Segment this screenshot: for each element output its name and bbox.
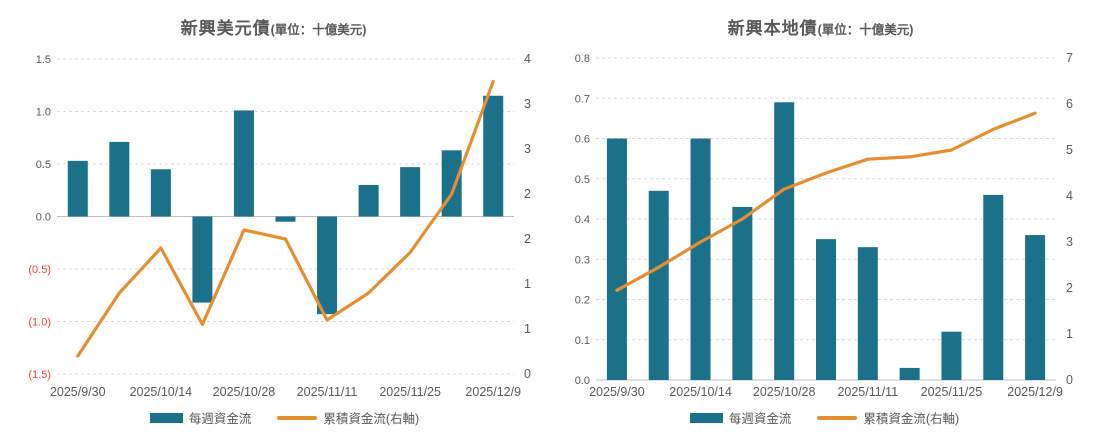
weekly-flow-bar xyxy=(941,331,962,380)
chart-title-unit: (單位：十億美元) xyxy=(270,23,367,37)
chart-title-unit: (單位：十億美元) xyxy=(817,23,914,37)
right-axis-tick-label: 4 xyxy=(1066,189,1073,203)
chart-title-text: 新興美元債 xyxy=(180,19,271,38)
weekly-flow-bar xyxy=(732,206,753,380)
left-axis-tick-label: 0.7 xyxy=(575,93,590,105)
left-axis-tick-label: 0.1 xyxy=(575,335,590,347)
right-axis-tick-label: 1 xyxy=(1066,327,1073,341)
x-axis-tick-label: 2025/11/11 xyxy=(297,385,358,399)
left-axis-tick-label: 1.5 xyxy=(36,54,51,66)
legend-label: 累積資金流(右軸) xyxy=(863,412,960,426)
line-series-swatch-icon xyxy=(277,415,318,420)
legend-item-weekly-flow: 每週資金流 xyxy=(149,408,252,427)
weekly-flow-bar xyxy=(899,367,920,380)
x-axis-tick-label: 2025/10/28 xyxy=(213,385,276,399)
weekly-flow-bar xyxy=(109,141,130,217)
legend-item-cumulative-flow: 累積資金流(右軸) xyxy=(817,408,959,427)
weekly-flow-bar xyxy=(400,167,421,217)
left-axis-tick-label: 0.6 xyxy=(575,134,590,146)
right-axis-tick-label: 1 xyxy=(524,277,531,291)
local-emerging-bond-chart: 0.8 0.7 0.6 0.5 0.4 0.3 0.2 0.1 0.0 7 6 5 4 3 2 1 0 2025/… xyxy=(547,0,1094,436)
weekly-flow-bar xyxy=(275,216,296,222)
weekly-flow-bar xyxy=(648,190,669,380)
legend: 每週資金流 累積資金流(右軸) xyxy=(0,408,547,427)
weekly-flow-bar xyxy=(483,95,504,217)
left-axis-tick-label: 1.0 xyxy=(36,107,51,119)
x-axis-tick-label: 2025/10/28 xyxy=(753,385,816,399)
x-axis-tick-label: 2025/10/14 xyxy=(130,385,193,399)
weekly-flow-bar xyxy=(606,138,627,380)
left-axis-tick-label: (1.5) xyxy=(28,369,51,381)
weekly-flow-bar xyxy=(816,239,836,380)
weekly-flow-bar xyxy=(67,160,88,217)
line-series-swatch-icon xyxy=(817,415,858,420)
chart-title: 新興美元債(單位：十億美元) xyxy=(0,14,547,39)
weekly-flow-bar xyxy=(690,138,711,380)
bar-series-swatch-icon xyxy=(689,412,723,423)
x-axis-tick-label: 2025/9/30 xyxy=(50,385,106,399)
left-axis-tick-label: 0.0 xyxy=(575,375,590,387)
usd-emerging-bond-chart: 1.5 1.0 0.5 0.0 (0.5) (1.0) (1.5) 4 3 3 2 2 1 1 0 2025/… xyxy=(0,14,547,427)
weekly-flow-bar xyxy=(857,247,878,380)
legend-item-weekly-flow: 每週資金流 xyxy=(689,408,792,427)
right-axis-tick-label: 4 xyxy=(524,52,531,66)
bar-series-swatch-icon xyxy=(149,412,183,423)
left-axis-tick-label: 0.8 xyxy=(575,53,590,65)
x-axis-tick-label: 2025/11/11 xyxy=(837,385,898,399)
x-axis-tick-label: 2025/12/9 xyxy=(1007,385,1063,399)
weekly-flow-bar xyxy=(317,216,338,315)
right-axis-tick-label: 3 xyxy=(1066,235,1073,249)
legend-label: 累積資金流(右軸) xyxy=(323,412,420,426)
right-axis-tick-label: 0 xyxy=(1066,373,1073,387)
weekly-flow-bar xyxy=(1025,235,1046,380)
left-axis-tick-label: 0.0 xyxy=(36,212,51,224)
right-axis-tick-label: 6 xyxy=(1066,97,1073,111)
left-axis-tick-label: 0.4 xyxy=(575,214,590,226)
legend: 每週資金流 累積資金流(右軸) xyxy=(547,408,1094,427)
legend-item-cumulative-flow: 累積資金流(右軸) xyxy=(277,408,419,427)
x-axis-tick-label: 2025/11/25 xyxy=(379,385,441,399)
right-axis-tick-label: 3 xyxy=(524,97,531,111)
right-axis-tick-label: 0 xyxy=(524,367,531,381)
cumulative-flow-line xyxy=(615,111,1037,292)
chart-title-text: 新興本地債 xyxy=(727,19,818,38)
x-axis-tick-label: 2025/11/25 xyxy=(921,385,983,399)
right-axis-tick-label: 1 xyxy=(524,322,531,336)
legend-label: 每週資金流 xyxy=(188,412,252,426)
legend-label: 每週資金流 xyxy=(728,412,792,426)
weekly-flow-bar xyxy=(983,194,1004,380)
left-axis-tick-label: 0.3 xyxy=(575,254,590,266)
left-axis-tick-label: (1.0) xyxy=(28,317,51,329)
right-axis-tick-label: 2 xyxy=(524,232,531,246)
left-axis-tick-label: 0.5 xyxy=(575,174,590,186)
plot-area: 0.80.70.60.50.40.30.20.10.0765432102025/… xyxy=(575,51,1073,399)
weekly-flow-bar xyxy=(150,169,171,217)
weekly-flow-bar xyxy=(358,185,379,217)
x-axis-tick-label: 2025/12/9 xyxy=(465,385,521,399)
weekly-flow-bar xyxy=(192,216,213,303)
x-axis-tick-label: 2025/9/30 xyxy=(589,385,645,399)
cumulative-flow-line xyxy=(76,79,495,358)
right-axis-tick-label: 5 xyxy=(1066,143,1073,157)
left-axis-tick-label: (0.5) xyxy=(28,264,51,276)
right-axis-tick-label: 2 xyxy=(524,187,531,201)
plot-area: 1.51.00.50.0(0.5)(1.0)(1.5)433221102025/… xyxy=(28,52,531,399)
left-axis-tick-label: 0.5 xyxy=(36,159,51,171)
chart-title: 新興本地債(單位：十億美元) xyxy=(547,14,1094,39)
right-axis-tick-label: 7 xyxy=(1066,51,1073,65)
weekly-flow-bar xyxy=(774,102,795,381)
weekly-flow-bar xyxy=(233,110,254,217)
right-axis-tick-label: 2 xyxy=(1066,281,1073,295)
left-axis-tick-label: 0.2 xyxy=(575,295,590,307)
x-axis-tick-label: 2025/10/14 xyxy=(669,385,732,399)
right-axis-tick-label: 3 xyxy=(524,142,531,156)
